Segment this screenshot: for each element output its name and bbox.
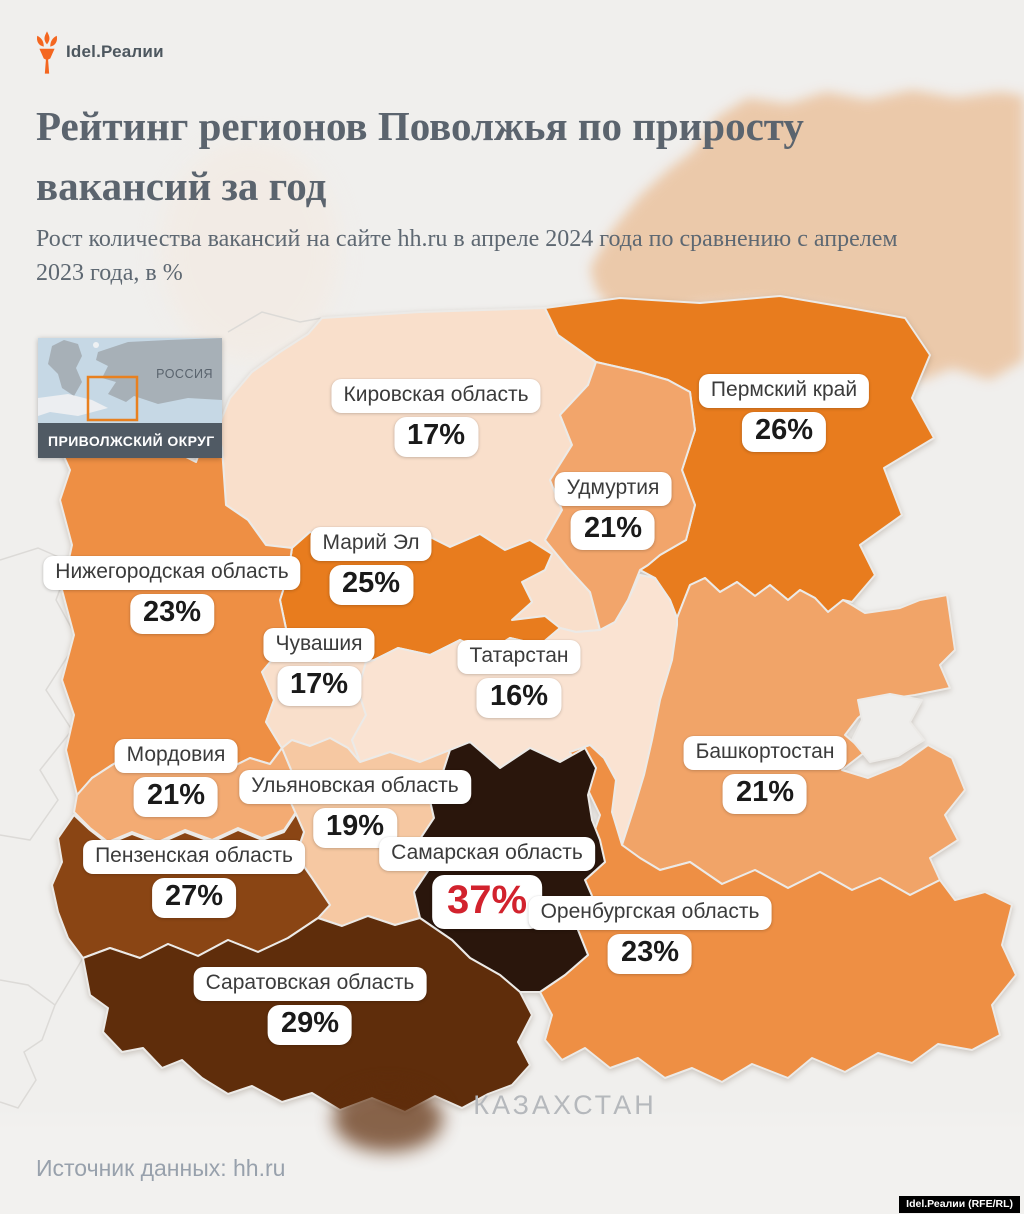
region-label-permsky-krai: Пермский край 26% xyxy=(698,374,870,452)
region-label-orenburgskaya: Оренбургская область 23% xyxy=(528,896,772,974)
locator-map-graphic xyxy=(38,338,222,423)
region-name: Татарстан xyxy=(457,640,581,674)
locator-inset-map: РОССИЯ ПРИВОЛЖСКИЙ ОКРУГ xyxy=(38,338,222,458)
europe-landmass xyxy=(38,394,108,416)
region-label-kirovskaya: Кировская область 17% xyxy=(331,379,541,457)
region-value: 21% xyxy=(722,774,808,814)
region-label-nizhegorodskaya: Нижегородская область 23% xyxy=(43,556,301,634)
island xyxy=(93,342,99,348)
page-subtitle: Рост количества вакансий на сайте hh.ru … xyxy=(36,226,898,287)
copyright-badge: Idel.Реалии (RFE/RL) xyxy=(899,1196,1020,1213)
region-name: Оренбургская область xyxy=(528,896,772,930)
region-name: Ульяновская область xyxy=(239,770,471,804)
region-name: Кировская область xyxy=(331,379,541,413)
region-value: 21% xyxy=(570,510,656,550)
region-label-penzenskaya: Пензенская область 27% xyxy=(83,840,305,918)
region-value: 16% xyxy=(476,678,562,718)
region-value: 23% xyxy=(607,934,693,974)
neighbor-border-top-left xyxy=(227,311,323,333)
region-label-tatarstan: Татарстан 16% xyxy=(457,640,581,718)
region-label-udmurtia: Удмуртия 21% xyxy=(554,472,672,550)
region-value: 27% xyxy=(151,878,237,918)
faded-neighbor-areas xyxy=(0,90,1024,1214)
region-value: 26% xyxy=(741,412,827,452)
region-name: Нижегородская область xyxy=(43,556,301,590)
region-label-saratovskaya: Саратовская область 29% xyxy=(193,967,427,1045)
region-shape-bashkortostan-gray-notch xyxy=(851,693,925,763)
region-name: Марий Эл xyxy=(310,527,432,561)
region-value: 23% xyxy=(129,594,215,634)
kazakhstan-label: КАЗАХСТАН xyxy=(473,1090,657,1120)
neighbor-border-bottom-left xyxy=(0,957,84,1109)
region-name: Саратовская область xyxy=(193,967,427,1001)
region-name: Башкортостан xyxy=(683,736,847,770)
kazakhstan-band xyxy=(0,1108,1024,1214)
region-value: 17% xyxy=(393,417,479,457)
region-name: Чувашия xyxy=(263,628,375,662)
region-value-highlighted: 37% xyxy=(431,875,543,929)
faded-komi-area xyxy=(590,90,1024,382)
region-label-chuvashia: Чувашия 17% xyxy=(263,628,375,706)
district-name-bar: ПРИВОЛЖСКИЙ ОКРУГ xyxy=(38,423,222,458)
region-value: 29% xyxy=(267,1005,353,1045)
region-name: Пензенская область xyxy=(83,840,305,874)
region-name: Удмуртия xyxy=(554,472,672,506)
region-value: 17% xyxy=(276,666,362,706)
district-highlight-rect xyxy=(86,375,139,422)
data-source-note: Источник данных: hh.ru xyxy=(36,1155,286,1181)
brand-name: Idel.Реалии xyxy=(66,42,164,61)
faded-west-area xyxy=(160,140,340,360)
russia-landmass xyxy=(96,338,222,404)
saratov-fade-blob xyxy=(333,1086,443,1152)
torch-icon xyxy=(36,31,58,74)
page-title: Рейтинг регионов Поволжья по приросту ва… xyxy=(36,96,966,217)
russia-label: РОССИЯ xyxy=(156,367,213,381)
region-label-ulyanovskaya: Ульяновская область 19% xyxy=(239,770,471,848)
brand-logo: Idel.Реалии xyxy=(34,30,164,74)
page-title-line2: вакансий за год xyxy=(36,163,327,210)
region-label-mariy-el: Марий Эл 25% xyxy=(310,527,432,605)
region-name: Самарская область xyxy=(379,837,595,871)
region-value: 21% xyxy=(133,777,219,817)
region-label-bashkortostan: Башкортостан 21% xyxy=(683,736,847,814)
region-name: Мордовия xyxy=(114,739,238,773)
scandinavia-landmass xyxy=(48,340,82,396)
region-label-mordovia: Мордовия 21% xyxy=(114,739,238,817)
region-value: 25% xyxy=(328,565,414,605)
region-label-samarskaya: Самарская область 37% xyxy=(379,837,595,929)
page-title-line1: Рейтинг регионов Поволжья по приросту xyxy=(36,103,804,149)
region-name: Пермский край xyxy=(698,374,870,408)
